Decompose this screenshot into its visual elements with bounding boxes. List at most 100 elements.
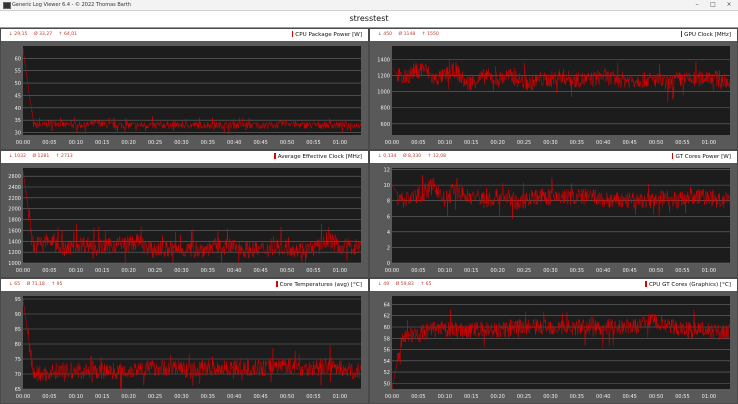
x-tick-label: 00:45: [622, 268, 636, 274]
x-tick-label: 00:50: [649, 268, 663, 274]
chart-header: ↓ 450 Ø 1148 ↑ 1550 GPU Clock [MHz]: [370, 29, 737, 41]
y-tick-label: 1200: [377, 74, 390, 80]
x-tick-label: 00:00: [16, 268, 30, 274]
y-tick-label: 40: [15, 106, 21, 112]
x-tick-label: 00:45: [253, 140, 267, 146]
maximize-button[interactable]: □: [710, 1, 716, 8]
y-tick-label: 65: [15, 387, 21, 393]
chart-stats: ↓ 1032 Ø 1281 ↑ 2713: [9, 151, 78, 163]
x-tick-label: 00:55: [306, 394, 320, 400]
series-line: [391, 309, 731, 390]
chart-area[interactable]: 600 800 1000 1200 1400 00:00 00:05 00:10 00:15 00…: [370, 41, 737, 149]
chart-stats: ↓ 65 Ø 71,18 ↑ 95: [9, 279, 67, 291]
x-tick-label: 00:00: [385, 268, 399, 274]
x-tick-label: 00:45: [253, 268, 267, 274]
chart-panel: ↓ 450 Ø 1148 ↑ 1550 GPU Clock [MHz] 600 8…: [369, 28, 738, 150]
x-tick-label: 00:05: [42, 394, 56, 400]
x-tick-label: 00:15: [464, 140, 478, 146]
chart-legend[interactable]: Core Temperatures (avg) [°C]: [276, 279, 362, 291]
series-line: [22, 298, 362, 390]
stat-avg: Ø 33,27: [33, 32, 53, 37]
plot-background: [392, 168, 730, 263]
window-title: Generic Log Viewer 6.4 - © 2022 Thomas B…: [12, 2, 132, 8]
chart-area[interactable]: 30 35 40 45 50 55 60 00:00 00:05 00:10 00:15 00:20 0…: [1, 41, 368, 149]
x-tick-label: 00:40: [596, 140, 610, 146]
x-tick-label: 00:05: [42, 268, 56, 274]
x-tick-label: 00:45: [622, 394, 636, 400]
x-tick-label: 01:00: [702, 394, 716, 400]
y-tick-label: 64: [384, 302, 390, 308]
y-tick-label: 62: [384, 314, 390, 320]
stat-min: ↓ 1032: [9, 154, 27, 159]
y-tick-label: 1400: [377, 58, 390, 64]
chart-legend[interactable]: Average Effective Clock [MHz]: [274, 151, 362, 163]
chart-legend[interactable]: CPU Package Power [W]: [291, 29, 362, 41]
x-tick-label: 01:00: [702, 140, 716, 146]
chart-area[interactable]: 65 70 75 80 85 90 95 00:00 00:05 00:10 00:15 00:20 0…: [1, 291, 368, 403]
y-tick-label: 75: [15, 357, 21, 363]
y-tick-label: 55: [15, 69, 21, 75]
chart-area[interactable]: 50 52 54 56 58 60 62 64 00:00 00:05 00:10 00:15 00:2…: [370, 291, 737, 403]
y-tick-label: 1200: [8, 250, 21, 256]
x-tick-label: 00:35: [570, 268, 584, 274]
stat-max: ↑ 1550: [421, 32, 439, 37]
x-tick-label: 00:35: [201, 140, 215, 146]
x-tick-label: 00:05: [411, 394, 425, 400]
y-tick-label: 12: [384, 168, 390, 174]
chart-svg: 30 35 40 45 50 55 60 00:00 00:05 00:10 00:15 00:20 0…: [15, 46, 362, 146]
chart-area[interactable]: 0 2 4 6 8 10 12 00:00 00:05 00:10 00:15 00:20 00:25 0…: [370, 163, 737, 277]
y-tick-label: 52: [384, 370, 390, 376]
y-tick-label: 90: [15, 312, 21, 318]
chart-stats: ↓ 29,15 Ø 33,27 ↑ 64,01: [9, 29, 82, 41]
x-tick-label: 00:20: [490, 394, 504, 400]
x-tick-label: 00:35: [570, 394, 584, 400]
x-tick-label: 00:15: [464, 394, 478, 400]
chart-legend[interactable]: GPU Clock [MHz]: [680, 29, 731, 41]
x-tick-label: 00:20: [490, 268, 504, 274]
y-tick-label: 2400: [8, 185, 21, 191]
x-tick-label: 00:50: [649, 140, 663, 146]
stat-min: ↓ 0,134: [378, 154, 397, 159]
chart-panel: ↓ 1032 Ø 1281 ↑ 2713 Average Effective C…: [0, 150, 369, 278]
x-tick-label: 00:05: [411, 268, 425, 274]
x-tick-label: 00:00: [385, 140, 399, 146]
chart-header: ↓ 0,134 Ø 8,330 ↑ 12,08 GT Cores Power […: [370, 151, 737, 163]
x-tick-label: 00:50: [280, 268, 294, 274]
x-tick-label: 00:35: [570, 140, 584, 146]
stat-avg: Ø 1281: [32, 154, 50, 159]
x-tick-label: 00:15: [95, 394, 109, 400]
chart-area[interactable]: 1000 1200 1400 1600 1800 2000 2200 2400 2600 00:0…: [1, 163, 368, 277]
chart-legend[interactable]: CPU GT Cores (Graphics) [°C]: [645, 279, 731, 291]
x-tick-label: 00:25: [148, 394, 162, 400]
close-button[interactable]: ×: [726, 1, 732, 8]
x-tick-label: 00:10: [438, 140, 452, 146]
x-tick-label: 00:55: [675, 268, 689, 274]
y-tick-label: 60: [15, 56, 21, 62]
x-tick-label: 00:50: [280, 140, 294, 146]
chart-header: ↓ 29,15 Ø 33,27 ↑ 64,01 CPU Package Powe…: [1, 29, 368, 41]
chart-stats: ↓ 49 Ø 59,83 ↑ 65: [378, 279, 436, 291]
stat-min: ↓ 29,15: [9, 32, 28, 37]
legend-swatch: [274, 153, 276, 159]
x-tick-label: 00:20: [121, 140, 135, 146]
document-title: stresstest: [349, 14, 389, 23]
chart-svg: 0 2 4 6 8 10 12 00:00 00:05 00:10 00:15 00:20 00:25 0…: [384, 168, 731, 274]
chart-svg: 600 800 1000 1200 1400 00:00 00:05 00:10 00:15 00…: [377, 46, 731, 146]
series-line: [391, 58, 731, 103]
y-tick-label: 85: [15, 327, 21, 333]
chart-panel: ↓ 0,134 Ø 8,330 ↑ 12,08 GT Cores Power […: [369, 150, 738, 278]
x-tick-label: 00:40: [596, 394, 610, 400]
legend-swatch: [645, 281, 647, 287]
x-tick-label: 00:15: [95, 140, 109, 146]
minimize-button[interactable]: –: [695, 1, 699, 8]
y-tick-label: 1000: [377, 90, 390, 96]
chart-title: Average Effective Clock [MHz]: [277, 154, 362, 160]
y-tick-label: 800: [380, 106, 390, 112]
y-tick-label: 70: [15, 372, 21, 378]
chart-legend[interactable]: GT Cores Power [W]: [671, 151, 731, 163]
y-tick-label: 80: [15, 342, 21, 348]
x-tick-label: 00:30: [543, 268, 557, 274]
x-tick-label: 00:30: [174, 268, 188, 274]
chart-header: ↓ 1032 Ø 1281 ↑ 2713 Average Effective C…: [1, 151, 368, 163]
x-tick-label: 00:10: [438, 268, 452, 274]
